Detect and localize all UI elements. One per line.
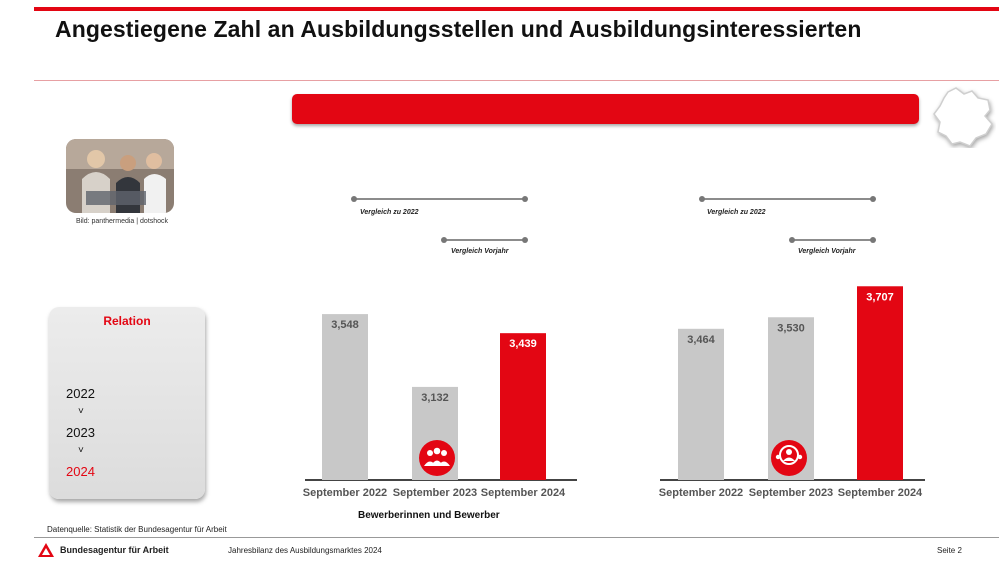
relation-year-2023: 2023 [66, 425, 95, 440]
footer-report-title: Jahresbilanz des Ausbildungsmarktes 2024 [228, 546, 382, 555]
team-photo [66, 139, 174, 213]
bar-september-2022 [678, 328, 724, 480]
comparison-label-2022: Vergleich zu 2022 [707, 209, 766, 216]
bar-value-label: 3,132 [421, 392, 449, 404]
ba-logo-icon [38, 543, 54, 557]
bar-value-label: 3,548 [331, 319, 359, 331]
bar-september-2022 [322, 314, 368, 480]
people-group-icon [419, 440, 455, 476]
bar-value-label: 3,530 [777, 322, 805, 334]
category-label: September 2022 [303, 487, 387, 499]
footer-organization: Bundesagentur für Arbeit [60, 545, 169, 555]
bar-value-label: 3,439 [509, 338, 537, 350]
relation-year-2022: 2022 [66, 386, 95, 401]
comparison-label-prev: Vergleich Vorjahr [451, 248, 510, 255]
person-search-icon [771, 440, 807, 476]
bar-value-label: 3,464 [687, 334, 715, 346]
category-label: September 2023 [749, 487, 833, 499]
footer-divider [34, 537, 999, 538]
footer-page-number: Seite 2 [937, 546, 962, 555]
bar-september-2024 [857, 286, 903, 480]
data-source: Datenquelle: Statistik der Bundesagentur… [47, 525, 227, 534]
page-title: Angestiegene Zahl an Ausbildungsstellen … [55, 16, 862, 42]
top-accent-bar [34, 7, 999, 11]
comparison-label-2022: Vergleich zu 2022 [360, 209, 419, 216]
bar-value-label: 3,707 [866, 291, 894, 303]
category-label: September 2023 [393, 487, 477, 499]
comparison-bracket-prev-right: Vergleich Vorjahr [789, 237, 876, 255]
header-banner [292, 94, 919, 124]
chevron-down-icon: ˅ [78, 445, 84, 456]
category-label: September 2022 [659, 487, 743, 499]
category-label: September 2024 [481, 487, 566, 499]
relation-year-2024: 2024 [66, 464, 95, 479]
bar-september-2024 [500, 333, 546, 480]
relation-panel: Relation 2022 ˅ 2023 ˅ 2024 [49, 307, 205, 499]
comparison-bracket-2022-right: Vergleich zu 2022 [699, 196, 876, 216]
comparison-bracket-prev-left: Vergleich Vorjahr [441, 237, 528, 255]
category-label: September 2024 [838, 487, 923, 499]
title-divider [34, 80, 999, 81]
germany-map-icon [933, 87, 993, 147]
chart-x-label: Bewerberinnen und Bewerber [358, 510, 500, 521]
comparison-bracket-2022-left: Vergleich zu 2022 [351, 196, 528, 216]
comparison-label-prev: Vergleich Vorjahr [798, 248, 857, 255]
photo-credit: Bild: panthermedia | dotshock [75, 218, 169, 225]
chevron-down-icon: ˅ [78, 406, 84, 417]
relation-title: Relation [103, 314, 151, 328]
